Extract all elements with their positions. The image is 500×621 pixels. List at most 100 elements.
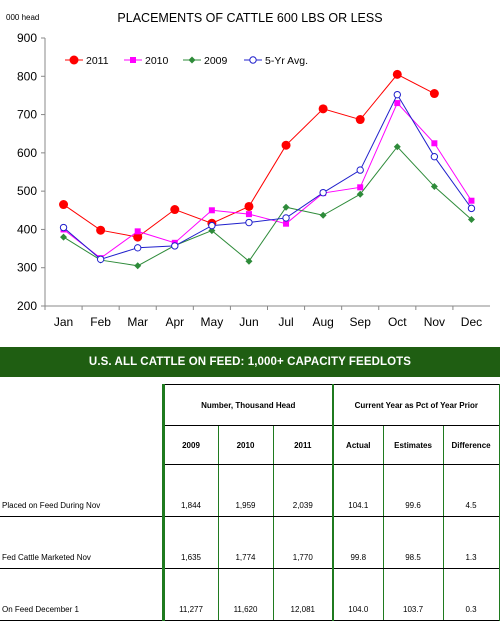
legend-marker xyxy=(130,57,136,63)
data-point xyxy=(430,183,438,191)
y-tick-label: 500 xyxy=(17,184,37,198)
legend-label: 2011 xyxy=(86,55,109,67)
column-header: 2011 xyxy=(272,425,335,465)
data-point xyxy=(394,100,401,107)
table-corner-cell xyxy=(0,385,163,426)
legend-item: 2009 xyxy=(183,55,228,67)
row-label: On Feed December 1 xyxy=(0,568,163,621)
series-2010 xyxy=(60,100,475,262)
table-cell: 99.6 xyxy=(382,464,444,517)
placements-line-chart: PLACEMENTS OF CATTLE 600 LBS OR LESS 000… xyxy=(6,11,490,329)
column-header: Difference xyxy=(442,425,500,465)
legend-item: 2011 xyxy=(65,55,109,67)
data-point xyxy=(170,205,180,215)
table-group-header-row: Number, Thousand Head Current Year as Pc… xyxy=(0,384,500,426)
table-row: Fed Cattle Marketed Nov 1,635 1,774 1,77… xyxy=(0,516,500,569)
series-5-yr-avg- xyxy=(59,90,476,263)
group-header-pct: Current Year as Pct of Year Prior xyxy=(332,384,500,426)
table-cell: 2,039 xyxy=(272,464,335,517)
row-label: Placed on Feed During Nov xyxy=(0,464,163,517)
data-point xyxy=(467,215,475,223)
data-point xyxy=(59,200,69,210)
cattle-on-feed-banner: U.S. ALL CATTLE ON FEED: 1,000+ CAPACITY… xyxy=(0,347,500,377)
data-point xyxy=(134,262,142,270)
data-point xyxy=(468,197,475,204)
data-point xyxy=(245,257,253,265)
legend-label: 2009 xyxy=(204,55,228,67)
data-point xyxy=(357,184,364,191)
y-tick-label: 900 xyxy=(17,31,37,45)
data-point xyxy=(60,233,68,241)
table-column-header-row: 2009 2010 2011 Actual Estimates Differen… xyxy=(0,425,500,465)
series-2011 xyxy=(59,69,439,242)
data-point xyxy=(245,218,253,227)
data-point xyxy=(59,223,68,232)
x-tick-label: May xyxy=(201,315,224,329)
y-tick-label: 600 xyxy=(17,146,37,160)
data-point xyxy=(244,201,254,211)
data-point xyxy=(393,143,401,151)
legend-marker xyxy=(249,56,257,64)
y-tick-label: 400 xyxy=(17,222,37,236)
table-cell: 11,277 xyxy=(161,568,219,621)
data-point xyxy=(171,242,179,250)
table-cell: 1.3 xyxy=(442,516,500,569)
data-point xyxy=(208,207,215,214)
data-point xyxy=(208,221,216,230)
series-layer xyxy=(59,69,476,270)
table-cell: 12,081 xyxy=(272,568,335,621)
column-header: 2009 xyxy=(161,425,219,465)
column-header: Estimates xyxy=(382,425,444,465)
x-tick-label: Nov xyxy=(424,315,445,329)
table-cell: 0.3 xyxy=(442,568,500,621)
table-cell: 104.1 xyxy=(332,464,384,517)
row-label: Fed Cattle Marketed Nov xyxy=(0,516,163,569)
data-point xyxy=(430,152,439,161)
series-2009 xyxy=(60,143,475,270)
x-tick-label: Oct xyxy=(388,315,407,329)
x-tick-label: Aug xyxy=(312,315,333,329)
legend-label: 2010 xyxy=(145,55,169,67)
data-point xyxy=(319,188,327,197)
data-point xyxy=(134,228,141,235)
data-point xyxy=(429,89,439,99)
data-point xyxy=(245,211,252,218)
x-tick-label: Sep xyxy=(350,315,372,329)
table-corner-cell xyxy=(0,426,163,465)
table-cell: 98.5 xyxy=(382,516,444,569)
legend-marker xyxy=(188,56,196,64)
x-tick-label: Jan xyxy=(54,315,73,329)
legend-item: 5-Yr Avg. xyxy=(244,55,308,67)
table-cell: 1,774 xyxy=(217,516,274,569)
chart-title: PLACEMENTS OF CATTLE 600 LBS OR LESS xyxy=(117,11,382,25)
legend-item: 2010 xyxy=(124,55,169,67)
table-cell: 11,620 xyxy=(217,568,274,621)
chart-axes xyxy=(44,38,490,307)
data-point xyxy=(393,90,401,99)
table-cell: 1,635 xyxy=(161,516,219,569)
data-point xyxy=(96,255,105,263)
x-tick-label: Apr xyxy=(165,315,184,329)
x-tick-label: Dec xyxy=(461,315,482,329)
y-axis-ticks: 200 300 400 500 600 700 800 900 xyxy=(17,31,45,313)
data-point xyxy=(281,140,291,150)
data-point xyxy=(283,220,290,227)
data-point xyxy=(431,140,438,147)
data-point xyxy=(355,115,365,125)
table-row: Placed on Feed During Nov 1,844 1,959 2,… xyxy=(0,464,500,517)
series-line xyxy=(63,93,472,260)
column-header: 2010 xyxy=(217,425,274,465)
data-point xyxy=(319,211,327,219)
cattle-on-feed-table: Number, Thousand Head Current Year as Pc… xyxy=(0,384,500,621)
table-row: On Feed December 1 11,277 11,620 12,081 … xyxy=(0,568,500,621)
table-cell: 1,844 xyxy=(161,464,219,517)
x-axis-ticks: Jan Feb Mar Apr May Jun Jul Aug Sep Oct Nov Dec xyxy=(44,306,482,329)
y-axis-unit-label: 000 head xyxy=(6,13,39,22)
table-cell: 103.7 xyxy=(382,568,444,621)
y-tick-label: 200 xyxy=(17,299,37,313)
table-cell: 4.5 xyxy=(442,464,500,517)
x-tick-label: Feb xyxy=(90,315,111,329)
series-line xyxy=(63,145,472,267)
data-point xyxy=(356,166,364,174)
data-point xyxy=(467,204,476,213)
